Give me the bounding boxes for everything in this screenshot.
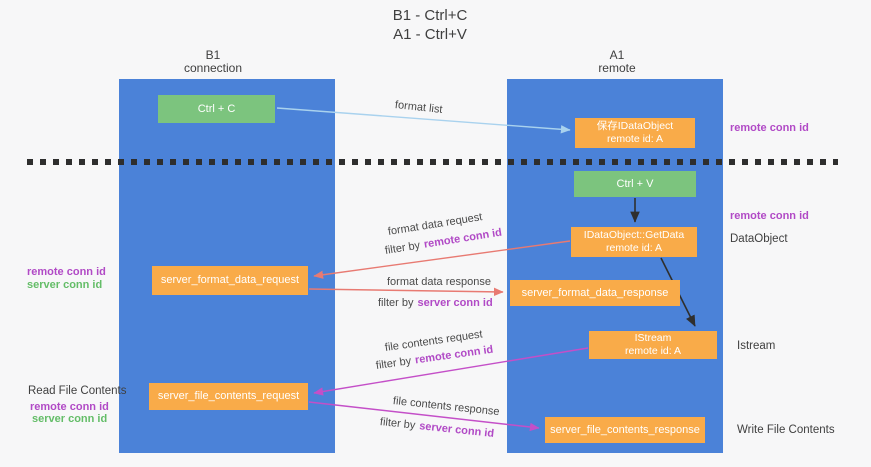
lane-header-a1: A1 remote (557, 49, 677, 75)
node-server-format-data-request-label: server_format_data_request (160, 274, 300, 286)
node-idataobject-getdata: IDataObject::GetData remote id: A (571, 227, 697, 257)
edge-label-filter-server-1: filter by server conn id (378, 297, 493, 309)
label-remote-conn-id-top: remote conn id (730, 122, 809, 134)
dashed-separator (27, 159, 838, 165)
label-read-file-contents: Read File Contents (28, 385, 127, 397)
lane-b1-subtitle: connection (183, 61, 243, 75)
lane-header-b1: B1 connection (153, 49, 273, 75)
label-remote-conn-id-left-1: remote conn id (27, 266, 106, 278)
node-ctrl-v: Ctrl + V (574, 171, 696, 197)
label-istream: Istream (737, 340, 776, 352)
lane-b1-title: B1 (205, 48, 221, 62)
node-server-format-data-response: server_format_data_response (510, 280, 680, 306)
node-server-format-data-response-label: server_format_data_response (521, 286, 669, 299)
label-remote-conn-id-left-2: remote conn id (30, 401, 109, 413)
edge-label-format-list: format list (394, 99, 444, 116)
node-getdata-remote-id: remote id: A (605, 242, 663, 254)
filter-by-text: filter by (379, 416, 416, 432)
label-write-file-contents: Write File Contents (737, 424, 835, 436)
lane-a1-subtitle: remote (598, 61, 636, 75)
label-server-conn-id-left-2: server conn id (32, 413, 108, 425)
node-server-file-contents-request: server_file_contents_request (149, 383, 308, 410)
filter-by-text: filter by (375, 355, 412, 372)
filter-by-text: filter by (384, 239, 421, 257)
node-istream-remote-id: remote id: A (624, 345, 682, 357)
title-line-b1: B1 - Ctrl+C (392, 7, 468, 24)
node-server-file-contents-request-label: server_file_contents_request (157, 390, 300, 402)
node-getdata-label: IDataObject::GetData (583, 229, 685, 241)
node-save-idataobject-remote-id: remote id: A (606, 133, 664, 145)
node-server-file-contents-response-label: server_file_contents_response (550, 423, 700, 436)
label-server-conn-id-left-1: server conn id (27, 279, 103, 291)
label-dataobject: DataObject (730, 233, 788, 245)
node-server-format-data-request: server_format_data_request (152, 266, 308, 295)
label-remote-conn-id-mid: remote conn id (730, 210, 809, 222)
filter-by-text: filter by (378, 297, 414, 309)
filter-server-conn-id: server conn id (417, 297, 493, 309)
arrow-format-data-response (308, 287, 504, 297)
node-save-idataobject: 保存IDataObject remote id: A (575, 118, 695, 148)
node-istream-label: IStream (634, 332, 672, 344)
title-line-a1: A1 - Ctrl+V (393, 26, 467, 43)
filter-server-conn-id: server conn id (418, 420, 495, 440)
lane-a1-title: A1 (609, 48, 625, 62)
node-istream: IStream remote id: A (589, 331, 717, 359)
edge-label-file-contents-response: file contents response (392, 395, 501, 419)
node-ctrl-c-label: Ctrl + C (197, 102, 236, 115)
node-ctrl-c: Ctrl + C (158, 95, 275, 123)
edge-label-filter-server-2: filter by server conn id (379, 416, 494, 440)
node-server-file-contents-response: server_file_contents_response (545, 417, 705, 443)
diagram-title: B1 - Ctrl+C A1 - Ctrl+V (340, 6, 520, 44)
node-ctrl-v-label: Ctrl + V (616, 177, 654, 190)
node-save-idataobject-label: 保存IDataObject (596, 120, 674, 132)
edge-label-format-data-response: format data response (387, 276, 491, 288)
